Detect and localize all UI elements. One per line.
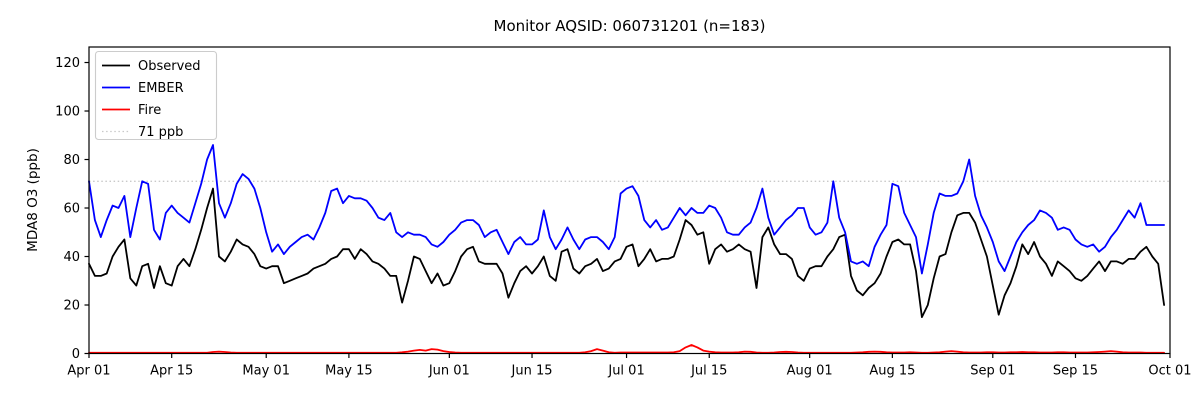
fire-line bbox=[88, 344, 1165, 354]
y-axis-label: MDA8 O3 (ppb) bbox=[25, 148, 41, 252]
x-tick-label: Aug 01 bbox=[787, 364, 833, 379]
series-lines bbox=[88, 144, 1165, 354]
y-tick-label: 0 bbox=[72, 347, 80, 362]
legend-observed-label: Observed bbox=[138, 59, 201, 74]
legend-item-ember: EMBER bbox=[102, 81, 184, 96]
legend-threshold-label: 71 ppb bbox=[138, 125, 183, 140]
legend-item-threshold: 71 ppb bbox=[102, 125, 183, 140]
y-tick-label: 100 bbox=[55, 105, 80, 120]
x-tick-label: Aug 15 bbox=[869, 364, 915, 379]
x-tick-label: Oct 01 bbox=[1148, 364, 1191, 379]
x-tick-label: Apr 01 bbox=[67, 364, 110, 379]
y-tick-label: 20 bbox=[63, 299, 80, 314]
y-axis-ticks: 0 20 40 60 80 100 120 bbox=[55, 56, 89, 362]
legend-fire-label: Fire bbox=[138, 103, 161, 118]
x-tick-label: Jun 15 bbox=[511, 364, 553, 379]
legend-item-observed: Observed bbox=[102, 59, 201, 74]
x-tick-label: Apr 15 bbox=[150, 364, 193, 379]
ember-line bbox=[88, 144, 1165, 275]
y-tick-label: 80 bbox=[63, 153, 80, 168]
x-tick-label: Sep 01 bbox=[970, 364, 1015, 379]
legend-box bbox=[94, 50, 218, 141]
legend: Observed EMBER Fire 71 ppb bbox=[94, 50, 218, 141]
x-tick-label: Jul 15 bbox=[690, 364, 727, 379]
y-tick-label: 60 bbox=[63, 202, 80, 217]
x-tick-label: May 01 bbox=[242, 364, 290, 379]
legend-ember-label: EMBER bbox=[138, 81, 184, 96]
y-tick-label: 120 bbox=[55, 56, 80, 71]
y-tick-label: 40 bbox=[63, 250, 80, 265]
legend-item-fire: Fire bbox=[102, 103, 161, 118]
x-axis-ticks: Apr 01 Apr 15 May 01 May 15 Jun 01 Jun 15 Jul … bbox=[67, 353, 1192, 379]
x-tick-label: May 15 bbox=[325, 364, 373, 379]
x-tick-label: Sep 15 bbox=[1053, 364, 1098, 379]
plot-border bbox=[88, 46, 1171, 355]
x-tick-label: Jul 01 bbox=[607, 364, 644, 379]
observed-line bbox=[88, 187, 1165, 319]
x-tick-label: Jun 01 bbox=[428, 364, 470, 379]
chart-title: Monitor AQSID: 060731201 (n=183) bbox=[494, 17, 766, 35]
